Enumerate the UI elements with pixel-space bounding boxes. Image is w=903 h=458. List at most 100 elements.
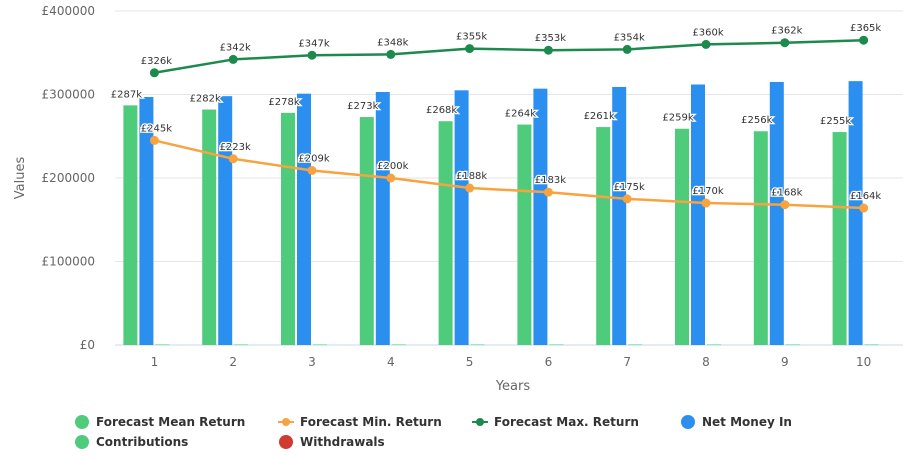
bar-forecast-mean-return	[438, 121, 453, 345]
bar-forecast-mean-return	[753, 131, 768, 345]
point-forecast-min-return	[701, 198, 711, 208]
data-label: £360k	[692, 27, 723, 38]
data-label: £282k	[190, 94, 221, 105]
x-tick-label: 1	[151, 355, 159, 369]
point-forecast-min-return	[622, 194, 632, 204]
data-label: £255k	[820, 116, 851, 127]
data-label: £348k	[377, 37, 408, 48]
x-axis-ticks: 1 2 3 4 5 6 7 8 9 10	[151, 355, 872, 369]
data-label: £347k	[298, 38, 329, 49]
bar-forecast-mean-return	[596, 127, 611, 345]
data-label: £223k	[220, 142, 251, 153]
bar-forecast-mean-return	[123, 105, 138, 345]
data-label: £175k	[614, 182, 645, 193]
legend-dot-swatch	[75, 415, 89, 429]
point-forecast-max-return	[307, 50, 317, 60]
legend-item: Net Money In	[681, 415, 792, 429]
data-label: £326k	[141, 56, 172, 67]
point-forecast-min-return	[307, 165, 317, 175]
legend-item: Withdrawals	[279, 435, 385, 449]
bar-contributions	[155, 343, 170, 346]
point-forecast-max-return	[859, 35, 869, 45]
y-tick-label: £300000	[42, 88, 95, 102]
x-tick-label: 7	[623, 355, 631, 369]
data-label: £170k	[692, 186, 723, 197]
bar-net-money-in	[612, 86, 627, 346]
bar-net-money-in	[691, 84, 705, 345]
bar-contributions	[391, 343, 406, 346]
point-forecast-max-return	[465, 44, 475, 54]
line-forecast-min-return	[154, 139, 864, 210]
point-forecast-max-return	[228, 54, 238, 64]
bar-net-money-in	[139, 97, 154, 345]
legend-dot-swatch	[75, 435, 89, 449]
bar-contributions	[234, 343, 249, 346]
data-label: £264k	[505, 109, 536, 120]
legend: Forecast Mean Return Forecast Min. Return…	[75, 415, 792, 449]
y-axis-ticks: £0 £100000 £200000 £300000 £400000	[42, 4, 95, 352]
bar-forecast-mean-return	[202, 109, 217, 345]
x-axis-label: Years	[495, 379, 531, 394]
bar-net-money-in	[769, 81, 784, 345]
bars	[123, 81, 879, 346]
point-forecast-min-return	[228, 154, 238, 164]
legend-item: Forecast Min. Return	[278, 415, 442, 429]
point-forecast-min-return	[780, 200, 790, 210]
point-forecast-max-return	[622, 44, 632, 54]
x-tick-label: 10	[856, 355, 871, 369]
legend-dot-swatch	[681, 415, 695, 429]
bar-net-money-in	[454, 90, 469, 345]
point-forecast-min-return	[859, 203, 869, 213]
bar-contributions	[313, 343, 327, 346]
lines	[149, 35, 869, 213]
point-forecast-max-return	[543, 45, 553, 55]
legend-label: Contributions	[96, 435, 188, 449]
bar-contributions	[470, 343, 485, 346]
legend-dot-swatch	[279, 435, 293, 449]
x-tick-label: 5	[466, 355, 474, 369]
bar-net-money-in	[848, 81, 863, 345]
legend-dot-swatch	[282, 418, 290, 426]
data-label: £268k	[426, 105, 457, 116]
data-labels: £287k £282k £278k £273k £268k £264k £261k £259k…	[110, 22, 883, 203]
legend-label: Withdrawals	[300, 435, 385, 449]
bar-contributions	[628, 343, 643, 346]
legend-item: Forecast Max. Return	[472, 415, 639, 429]
point-forecast-max-return	[386, 49, 396, 59]
data-label: £261k	[584, 111, 615, 122]
data-label: £342k	[220, 42, 251, 53]
data-label: £168k	[771, 188, 802, 199]
x-tick-label: 9	[781, 355, 789, 369]
x-tick-label: 6	[545, 355, 553, 369]
data-label: £365k	[850, 23, 881, 34]
data-label: £353k	[535, 33, 566, 44]
bar-contributions	[549, 343, 564, 346]
data-label: £183k	[535, 175, 566, 186]
legend-item: Forecast Mean Return	[75, 415, 245, 429]
data-label: £256k	[741, 115, 772, 126]
point-forecast-min-return	[465, 183, 475, 193]
bar-forecast-mean-return	[281, 112, 295, 346]
legend-item: Contributions	[75, 435, 188, 449]
x-tick-label: 8	[702, 355, 710, 369]
data-label: £200k	[377, 161, 408, 172]
x-tick-label: 4	[387, 355, 395, 369]
legend-label: Net Money In	[702, 415, 792, 429]
bar-net-money-in	[533, 88, 548, 345]
point-forecast-min-return	[149, 135, 159, 145]
data-label: £188k	[456, 171, 487, 182]
data-label: £355k	[456, 32, 487, 43]
point-forecast-min-return	[543, 187, 553, 197]
data-label: £362k	[771, 26, 802, 37]
bar-contributions	[864, 343, 879, 346]
y-tick-label: £100000	[42, 255, 95, 269]
legend-label: Forecast Max. Return	[494, 415, 639, 429]
bar-forecast-mean-return	[359, 117, 374, 345]
data-label: £354k	[614, 32, 645, 43]
data-label: £287k	[111, 89, 142, 100]
data-label: £273k	[347, 101, 378, 112]
data-label: £259k	[662, 113, 693, 124]
bar-forecast-mean-return	[675, 128, 689, 345]
